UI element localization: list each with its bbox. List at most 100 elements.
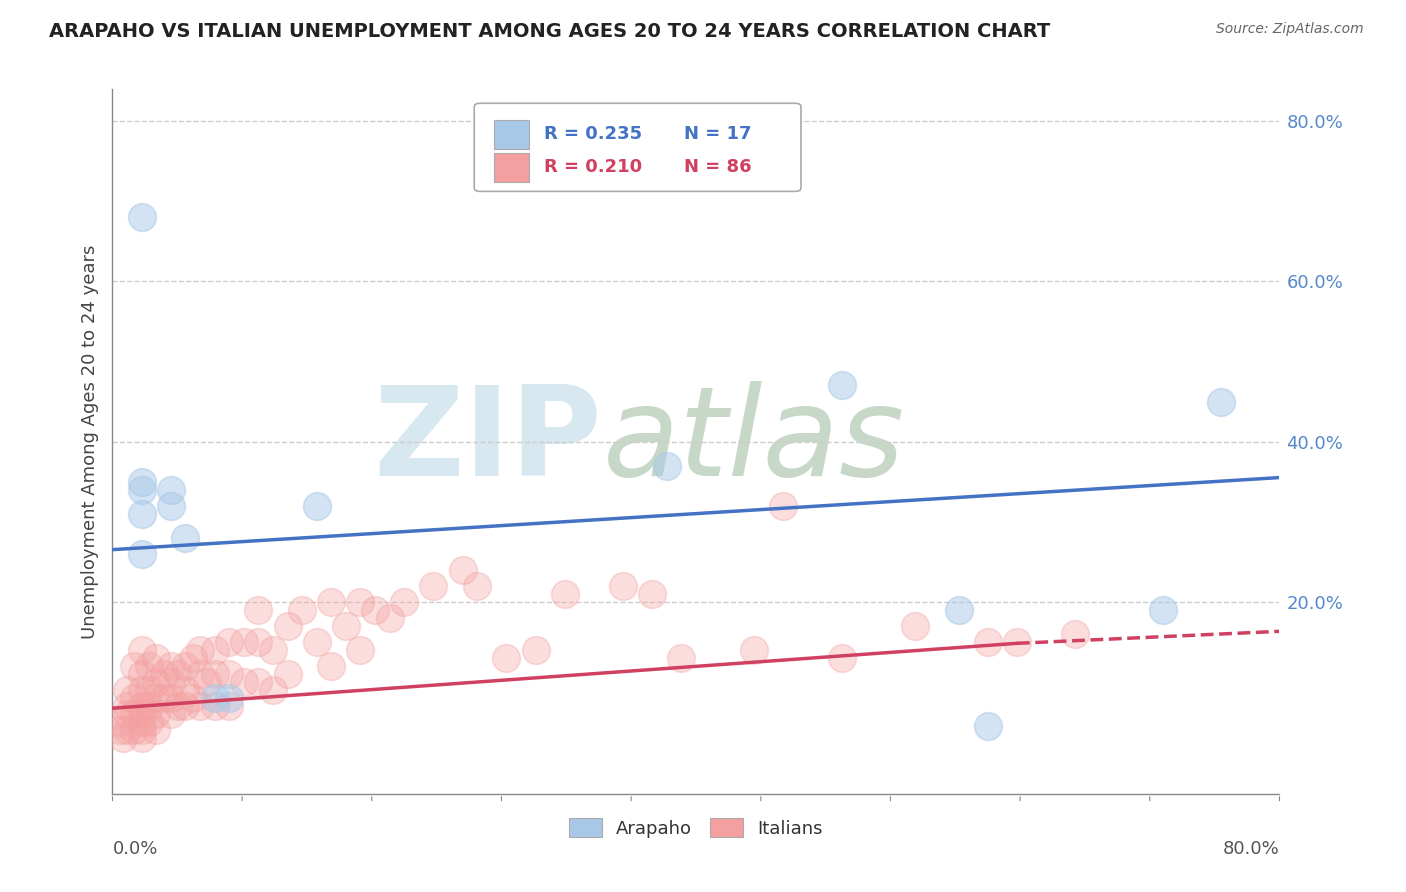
Point: [378, 610, 401, 624]
Point: [247, 634, 270, 648]
Point: [115, 723, 138, 737]
Point: [124, 706, 146, 721]
Point: [138, 658, 160, 673]
Point: [108, 714, 131, 729]
Point: [174, 698, 197, 713]
Point: [124, 690, 146, 705]
Point: [204, 698, 226, 713]
Point: [1152, 603, 1174, 617]
Point: [131, 483, 153, 497]
Point: [108, 723, 131, 737]
Point: [218, 698, 240, 713]
Point: [218, 634, 240, 648]
Point: [174, 658, 197, 673]
Point: [772, 499, 794, 513]
Point: [976, 719, 998, 733]
Point: [160, 706, 183, 721]
Point: [167, 666, 190, 681]
Point: [195, 674, 218, 689]
Point: [131, 547, 153, 561]
Point: [145, 674, 167, 689]
Point: [115, 698, 138, 713]
Point: [160, 499, 183, 513]
Point: [349, 595, 371, 609]
Point: [247, 603, 270, 617]
Point: [831, 378, 853, 392]
Point: [174, 531, 197, 545]
Point: [160, 674, 183, 689]
Point: [145, 690, 167, 705]
Point: [145, 650, 167, 665]
Point: [948, 603, 970, 617]
Point: [131, 706, 153, 721]
Point: [138, 682, 160, 697]
Point: [232, 634, 254, 648]
Point: [188, 698, 211, 713]
Point: [152, 666, 174, 681]
Y-axis label: Unemployment Among Ages 20 to 24 years: Unemployment Among Ages 20 to 24 years: [80, 244, 98, 639]
Point: [495, 650, 517, 665]
Point: [742, 642, 765, 657]
Point: [204, 690, 226, 705]
Point: [131, 698, 153, 713]
Text: 0.0%: 0.0%: [112, 839, 157, 858]
Point: [138, 714, 160, 729]
Point: [335, 618, 357, 632]
Point: [111, 731, 134, 745]
Point: [204, 666, 226, 681]
Point: [831, 650, 853, 665]
Point: [124, 658, 146, 673]
Point: [321, 595, 343, 609]
Point: [451, 563, 474, 577]
Point: [276, 618, 298, 632]
Text: N = 17: N = 17: [685, 125, 752, 144]
Text: R = 0.210: R = 0.210: [544, 159, 643, 177]
Bar: [494, 153, 529, 182]
Point: [181, 650, 204, 665]
Point: [641, 587, 664, 601]
Point: [188, 666, 211, 681]
Point: [422, 579, 444, 593]
Point: [145, 723, 167, 737]
Point: [218, 666, 240, 681]
Point: [115, 706, 138, 721]
Point: [131, 475, 153, 489]
Point: [305, 634, 328, 648]
Text: Source: ZipAtlas.com: Source: ZipAtlas.com: [1216, 22, 1364, 37]
Point: [138, 698, 160, 713]
Point: [976, 634, 998, 648]
Bar: [494, 120, 529, 149]
Text: ARAPAHO VS ITALIAN UNEMPLOYMENT AMONG AGES 20 TO 24 YEARS CORRELATION CHART: ARAPAHO VS ITALIAN UNEMPLOYMENT AMONG AG…: [49, 22, 1050, 41]
Point: [655, 458, 678, 473]
Point: [145, 706, 167, 721]
Point: [124, 723, 146, 737]
Point: [612, 579, 634, 593]
Point: [524, 642, 547, 657]
Point: [131, 731, 153, 745]
Text: 80.0%: 80.0%: [1223, 839, 1279, 858]
Text: atlas: atlas: [603, 381, 904, 502]
Point: [204, 642, 226, 657]
Point: [160, 483, 183, 497]
Point: [160, 690, 183, 705]
Point: [152, 690, 174, 705]
Point: [232, 674, 254, 689]
Point: [131, 723, 153, 737]
Point: [262, 642, 284, 657]
Point: [131, 666, 153, 681]
Point: [160, 658, 183, 673]
Point: [1064, 626, 1087, 640]
Point: [247, 674, 270, 689]
Point: [394, 595, 416, 609]
Point: [291, 603, 314, 617]
Point: [554, 587, 576, 601]
Text: R = 0.235: R = 0.235: [544, 125, 643, 144]
Text: ZIP: ZIP: [374, 381, 603, 502]
FancyBboxPatch shape: [474, 103, 801, 192]
Point: [174, 682, 197, 697]
Point: [131, 211, 153, 225]
Point: [131, 507, 153, 521]
Point: [349, 642, 371, 657]
Point: [167, 698, 190, 713]
Point: [218, 690, 240, 705]
